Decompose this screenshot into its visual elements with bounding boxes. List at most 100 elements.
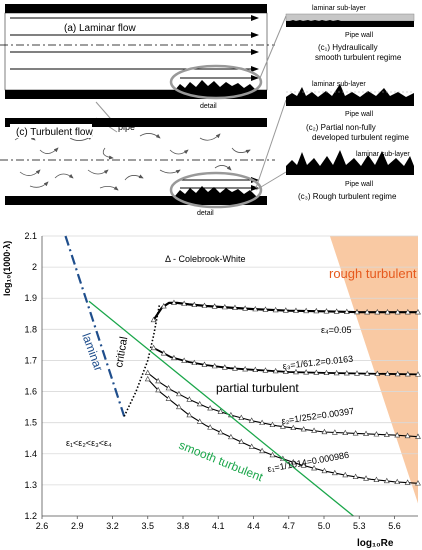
- colebrook-marker: [394, 370, 401, 377]
- colebrook-marker: [352, 473, 359, 479]
- colebrook-marker: [191, 359, 198, 366]
- x-tick-label: 4.1: [212, 521, 225, 531]
- colebrook-marker: [262, 367, 269, 373]
- colebrook-marker: [186, 396, 193, 402]
- x-tick-label: 2.6: [36, 521, 49, 531]
- colebrook-marker: [160, 303, 167, 309]
- colebrook-marker: [252, 305, 259, 312]
- colebrook-marker: [160, 350, 167, 356]
- colebrook-marker: [144, 375, 151, 382]
- colebrook-marker: [394, 432, 401, 438]
- turbulent-flow-title: (c) Turbulent flow: [16, 127, 93, 138]
- colebrook-marker: [333, 308, 340, 314]
- x-tick-label: 3.8: [177, 521, 190, 531]
- y-tick-label: 1.6: [24, 387, 37, 397]
- colebrook-marker: [300, 462, 307, 468]
- critical-label: critical: [113, 336, 130, 369]
- colebrook-marker: [342, 429, 349, 436]
- colebrook-marker: [282, 307, 289, 313]
- laminar-flow-title: (a) Laminar flow: [64, 23, 136, 34]
- colebrook-marker: [150, 344, 157, 351]
- pipe-wall-bottom: [5, 90, 267, 99]
- colebrook-marker: [415, 480, 421, 486]
- pipe-wall-top-turbulent: [5, 118, 267, 127]
- colebrook-marker: [259, 447, 265, 454]
- series-label-eps4: ε₄=0.05: [321, 325, 351, 335]
- inset-smooth-caption-1: (c₁) Hydraulically: [318, 43, 378, 52]
- colebrook-marker: [171, 299, 177, 305]
- colebrook-marker: [394, 308, 401, 315]
- rough-turbulent-label: rough turbulent: [329, 266, 417, 281]
- colebrook-marker: [404, 371, 411, 377]
- colebrook-marker: [186, 411, 193, 418]
- colebrook-marker: [311, 427, 317, 433]
- colebrook-marker: [211, 303, 218, 309]
- colebrook-marker: [176, 403, 182, 410]
- colebrook-marker: [404, 308, 411, 315]
- colebrook-marker: [394, 478, 401, 485]
- y-axis-label: log₁₀(1000·λ): [2, 241, 12, 296]
- y-tick-label: 1.8: [24, 324, 37, 334]
- colebrook-marker: [269, 451, 276, 458]
- colebrook-marker: [404, 479, 411, 485]
- colebrook-marker: [176, 390, 182, 397]
- inset-smooth-sublayer: laminar sub-layer: [312, 5, 366, 12]
- colebrook-marker: [181, 300, 188, 306]
- colebrook-marker: [363, 430, 369, 436]
- colebrook-marker: [279, 423, 286, 429]
- x-tick-label: 2.9: [71, 521, 84, 531]
- colebrook-marker: [303, 369, 310, 375]
- colebrook-marker: [300, 426, 307, 432]
- colebrook-marker: [321, 467, 328, 474]
- colebrook-marker: [354, 370, 360, 376]
- colebrook-marker: [363, 475, 369, 481]
- series-eps4: [152, 301, 418, 321]
- turbulent-pipe: (c) Turbulent flow detail: [0, 118, 275, 217]
- series-smooth-turbulent: [88, 300, 354, 517]
- colebrook-marker: [171, 354, 177, 361]
- x-tick-label: 4.7: [282, 521, 295, 531]
- colebrook-marker: [221, 303, 228, 310]
- colebrook-marker: [207, 405, 214, 411]
- colebrook-marker: [272, 306, 279, 313]
- colebrook-marker: [311, 465, 317, 471]
- detail-ellipse-bottom: [169, 171, 263, 209]
- colebrook-marker: [374, 370, 381, 376]
- series-layer: [64, 235, 421, 517]
- colebrook-marker: [238, 438, 245, 445]
- x-tick-label: 4.4: [247, 521, 260, 531]
- inset-partial: laminar sub-layer Pipe wall (c₂) Partial…: [286, 81, 414, 142]
- wall-roughness: [175, 80, 256, 90]
- detail-ellipse-top: [169, 64, 263, 100]
- colebrook-marker: [227, 433, 234, 440]
- pipe-wall-top: [5, 4, 267, 13]
- colebrook-marker: [323, 369, 330, 376]
- colebrook-marker: [252, 366, 259, 372]
- y-tick-label: 2.1: [24, 231, 37, 241]
- colebrook-marker: [373, 431, 380, 437]
- colebrook-marker: [364, 370, 371, 376]
- colebrook-marker: [262, 306, 269, 312]
- colebrook-marker: [383, 431, 390, 437]
- colebrook-marker: [293, 307, 299, 313]
- x-axis-label: log₁₀Re: [357, 538, 394, 549]
- colebrook-marker: [165, 395, 172, 401]
- colebrook-marker: [238, 414, 245, 420]
- laminar-pipe: (a) Laminar flow detail: [0, 4, 275, 110]
- colebrook-marker: [333, 369, 340, 376]
- colebrook-marker: [207, 424, 214, 430]
- wall-roughness-turbulent: [175, 186, 256, 196]
- colebrook-marker: [384, 308, 391, 315]
- colebrook-marker: [201, 361, 208, 367]
- colebrook-white-note: Δ - Colebrook-White: [165, 254, 246, 264]
- colebrook-marker: [384, 370, 391, 377]
- inset-partial-sublayer: laminar sub-layer: [312, 81, 366, 88]
- colebrook-marker: [211, 362, 218, 369]
- x-tick-label: 3.5: [141, 521, 154, 531]
- epsilon-order-label: ε₁<ε₂<ε₃<ε₄: [66, 438, 112, 448]
- y-tick-label: 1.5: [24, 418, 37, 428]
- colebrook-marker: [259, 419, 265, 425]
- series-laminar: [64, 235, 126, 417]
- colebrook-marker: [313, 307, 320, 314]
